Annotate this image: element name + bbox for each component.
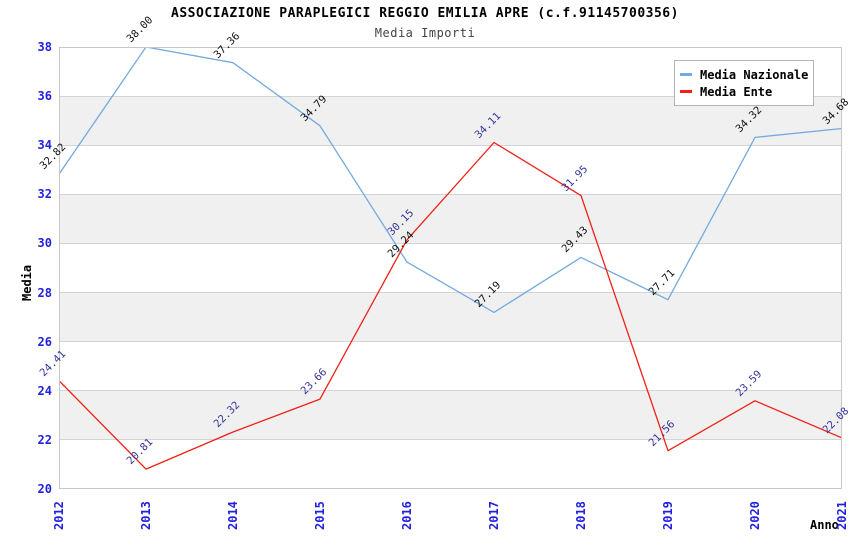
plot-band [59,341,842,391]
plot-band [59,439,842,489]
chart-title: ASSOCIAZIONE PARAPLEGICI REGGIO EMILIA A… [171,6,679,21]
y-tick-label: 26 [37,334,52,349]
plot-area [59,47,842,489]
gridline [59,193,842,195]
plot-band [59,292,842,342]
x-tick-label: 2018 [574,501,588,530]
x-tick-label: 2017 [487,501,501,530]
legend-item-media-ente: Media Ente [678,83,809,100]
x-tick-label: 2015 [313,501,327,530]
plot-band [59,243,842,293]
y-tick-label: 28 [37,285,52,300]
legend: Media Nazionale Media Ente [674,60,814,106]
x-tick-label: 2012 [52,501,66,530]
gridline [59,242,842,244]
x-tick-label: 2014 [226,501,240,530]
gridline [59,292,842,294]
gridline [59,144,842,146]
plot-band [59,145,842,195]
x-tick-label: 2021 [835,501,849,530]
x-axis-title: Anno [810,518,839,532]
x-tick-label: 2013 [139,501,153,530]
y-tick-label: 34 [37,138,52,153]
gridline [59,390,842,392]
gridline [59,95,842,97]
legend-label-media-ente: Media Ente [700,84,773,99]
legend-item-media-nazionale: Media Nazionale [678,66,809,83]
x-tick-label: 2019 [661,501,675,530]
gridline [59,439,842,441]
y-tick-label: 38 [37,40,52,54]
y-tick-label: 32 [37,187,52,202]
y-tick-label: 20 [37,482,52,496]
y-tick-label: 30 [37,236,52,251]
series-lines [59,47,842,470]
x-tick-label: 2020 [748,501,762,530]
legend-swatch-media-ente-icon [680,90,692,93]
legend-swatch-media-nazionale-icon [680,73,692,76]
plot-band [59,390,842,440]
series-line-0 [59,47,842,314]
y-tick-label: 24 [37,383,52,398]
legend-label-media-nazionale: Media Nazionale [700,67,809,82]
x-tick-label: 2016 [400,501,414,530]
series-line-1 [59,141,842,470]
y-tick-label: 36 [37,89,52,104]
chart-subtitle: Media Importi [374,26,476,40]
y-tick-label: 22 [37,432,52,447]
gridline [59,341,842,343]
